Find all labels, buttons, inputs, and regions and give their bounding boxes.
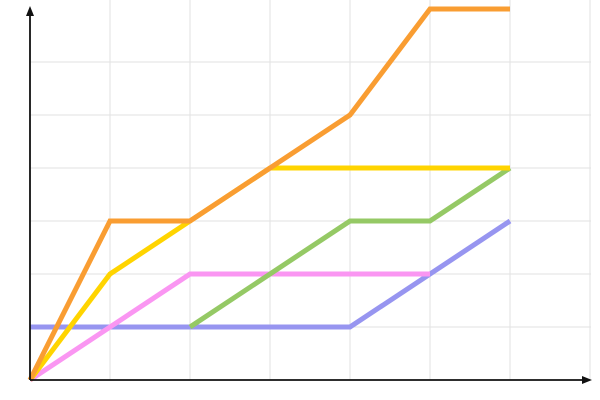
series-orange-line: [27, 6, 510, 382]
series-blue-line: [30, 218, 512, 330]
x-axis-arrow-icon: [582, 376, 592, 384]
series-green-line: [188, 165, 512, 330]
y-axis-arrow-icon: [26, 6, 34, 16]
series-pink-line: [28, 271, 430, 383]
axis-layer: [26, 6, 592, 384]
series-layer: [27, 6, 512, 383]
